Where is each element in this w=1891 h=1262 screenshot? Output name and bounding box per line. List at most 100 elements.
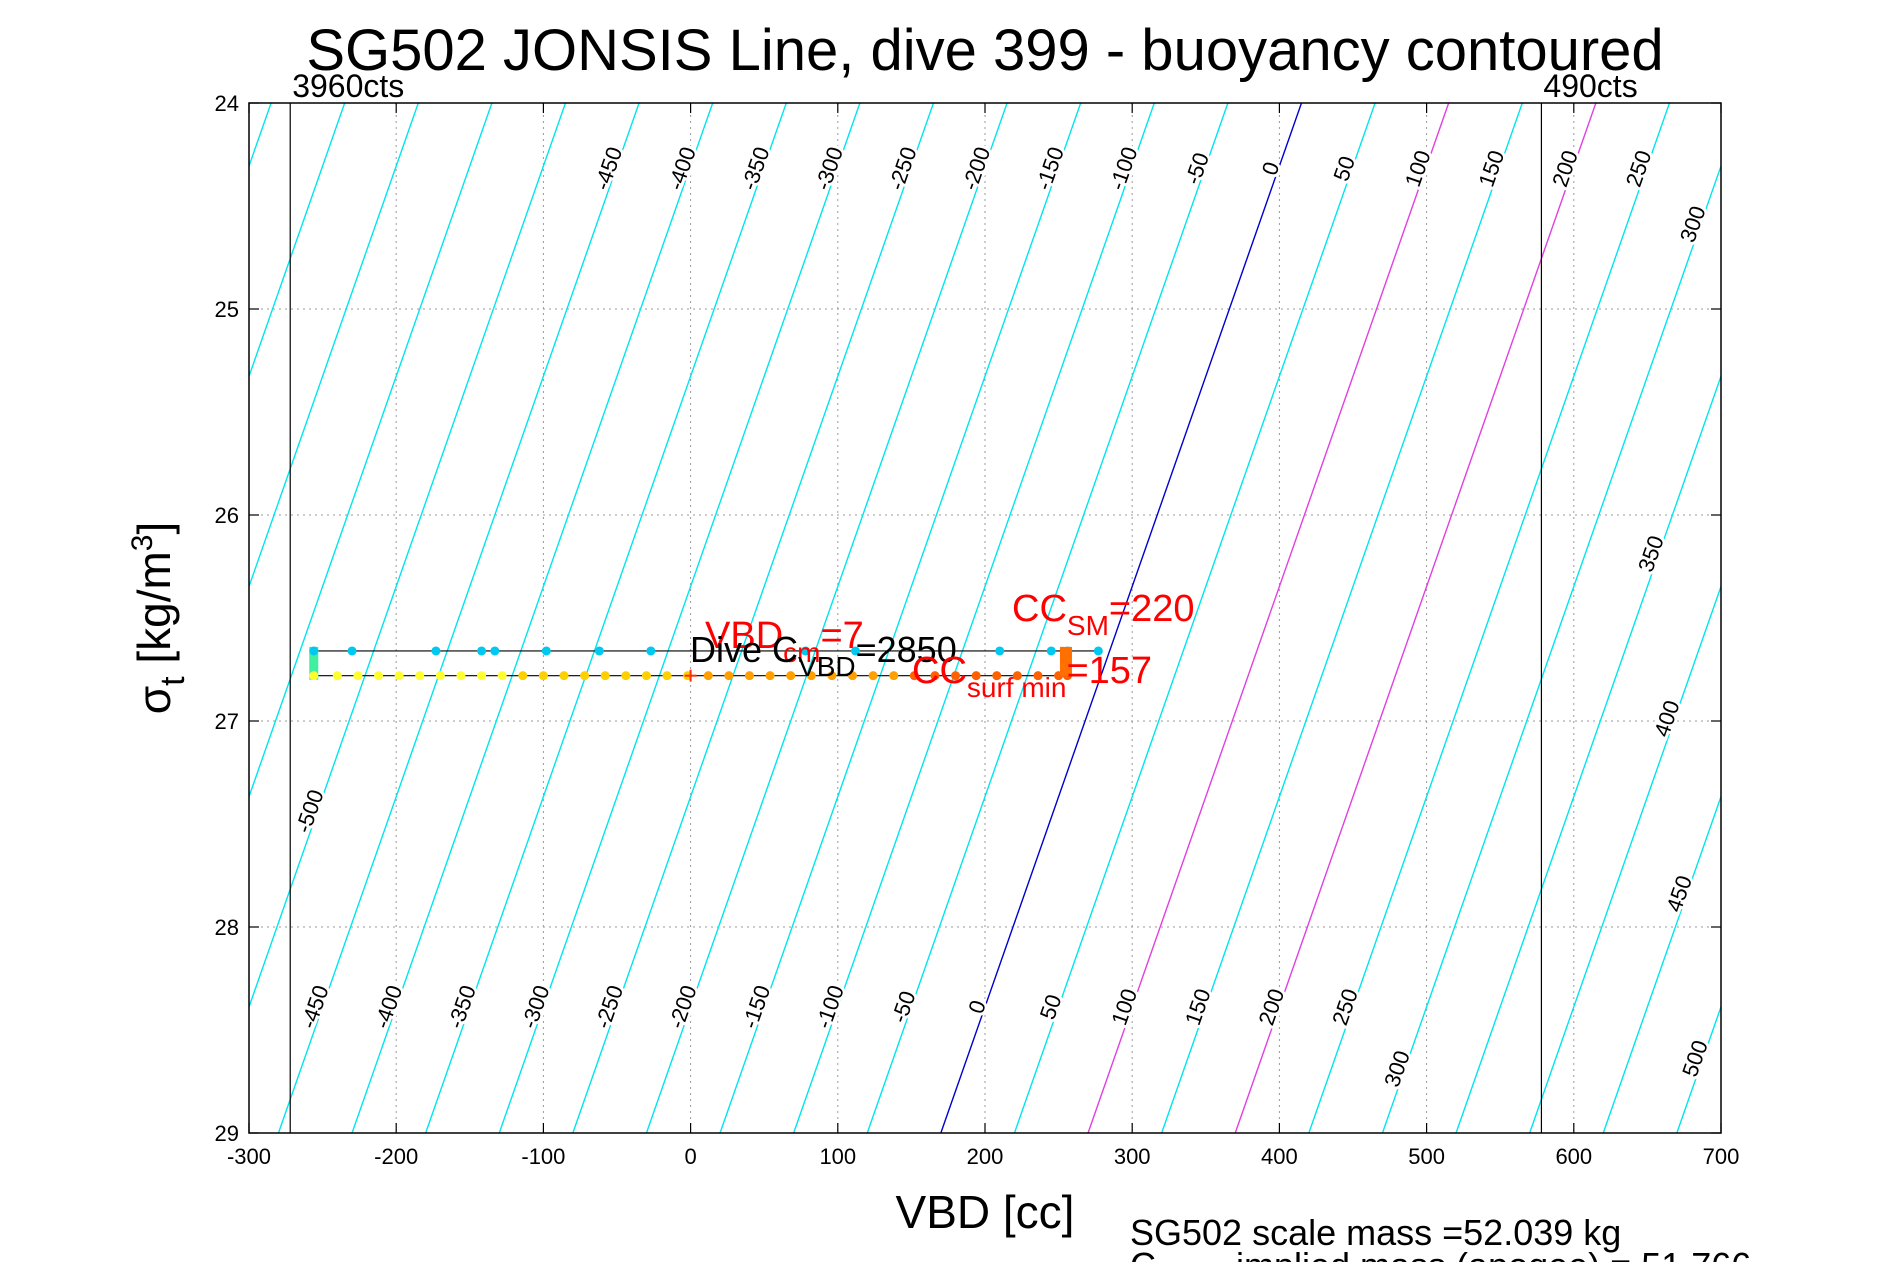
series-point [559, 671, 569, 681]
contour-label: 200 [1254, 985, 1290, 1028]
contour-line [249, 103, 419, 589]
contour-line [572, 103, 935, 1133]
contour-line [249, 103, 567, 1009]
x-tick-label: -200 [374, 1144, 418, 1169]
count-limit-label: 3960cts [292, 68, 404, 104]
data-series [309, 646, 1103, 682]
contour-line [1824, 103, 1891, 1133]
y-axis-label-sigma: σ [128, 686, 180, 714]
contour-line [277, 103, 640, 1133]
contour-line [1676, 1004, 1721, 1133]
contour-line [792, 103, 1155, 1133]
series-point [394, 671, 404, 681]
contour-label: -350 [736, 144, 774, 194]
contour-label: 200 [1547, 147, 1583, 190]
series-point [541, 646, 551, 656]
contour-line [1013, 103, 1376, 1133]
contour-labels: -450 -400 -350 -300 -250 -200 -150 -100 -50 0 50 10… [287, 141, 1715, 1094]
series-point [744, 671, 754, 681]
contour-label: 150 [1474, 147, 1510, 190]
series-point [765, 671, 775, 681]
contour-label: -450 [589, 144, 627, 194]
contour-label: -450 [296, 982, 334, 1032]
series-point [848, 671, 858, 681]
series-point [951, 671, 961, 681]
annotation-vbd-cm: VBDcm=7 [705, 615, 864, 668]
chart-title: SG502 JONSIS Line, dive 399 - buoyancy c… [306, 18, 1663, 83]
contour-label: 300 [1379, 1047, 1415, 1090]
y-tick-label: 26 [215, 503, 239, 528]
y-axis-label-sup: 3 [126, 535, 159, 552]
contour-line [249, 103, 346, 379]
y-tick-label: 28 [215, 915, 239, 940]
series-point [456, 671, 466, 681]
contour-label: -300 [810, 144, 848, 194]
contour-label: 250 [1327, 985, 1363, 1028]
contour-label: -400 [369, 982, 407, 1032]
contour-label: 450 [1661, 872, 1697, 915]
series-point [786, 671, 796, 681]
series-point [347, 646, 357, 656]
contour-line [719, 103, 1082, 1133]
series-point [580, 671, 590, 681]
series-point [995, 646, 1005, 656]
series-point [850, 646, 860, 656]
series-point [806, 671, 816, 681]
x-tick-label: 100 [819, 1144, 856, 1169]
series-point [309, 646, 319, 656]
annotation-dive-c: Dive CVBD=2850 [690, 629, 957, 682]
contour-line [940, 103, 1303, 1133]
contour-line [1308, 103, 1671, 1133]
series-point [868, 671, 878, 681]
series-point [1033, 671, 1043, 681]
contour-label: -200 [957, 144, 995, 194]
contour-line [1602, 794, 1721, 1133]
plot-frame [248, 102, 1722, 1134]
series-point [800, 646, 810, 656]
annotations: VBDcm=7 Dive CVBD=2850 CCSM=220 CCsurf m… [690, 588, 1194, 703]
y-tick-label: 27 [215, 709, 239, 734]
series-point [538, 671, 548, 681]
contour-label: -100 [1104, 144, 1142, 194]
contour-line [1750, 103, 1891, 1133]
x-tick-label: 600 [1555, 1144, 1592, 1169]
contour-label: 250 [1621, 147, 1657, 190]
series-point [621, 671, 631, 681]
contour-line [249, 103, 493, 799]
contour-label: -100 [811, 982, 849, 1032]
series-point [415, 671, 425, 681]
contour-line [866, 103, 1229, 1133]
series-point [477, 646, 487, 656]
count-limit-label: 490cts [1543, 68, 1637, 104]
series-point [332, 671, 342, 681]
y-axis-ticks: 24 25 26 27 28 29 [215, 91, 1721, 1146]
count-limit-lines: 3960cts 490cts [289, 68, 1638, 1133]
contour-label: -350 [443, 982, 481, 1032]
x-axis-label: VBD [cc] [896, 1186, 1075, 1238]
x-tick-label: -300 [227, 1144, 271, 1169]
contour-line [424, 103, 787, 1133]
contour-label: -500 [290, 786, 328, 836]
x-tick-label: 400 [1261, 1144, 1298, 1169]
x-tick-label: 700 [1703, 1144, 1740, 1169]
y-axis-label: σt [kg/m3] [126, 522, 192, 715]
contour-label: 100 [1106, 985, 1142, 1028]
contour-line [645, 103, 1008, 1133]
series-point [431, 646, 441, 656]
y-tick-label: 24 [215, 91, 239, 116]
series-point [971, 671, 981, 681]
grid-lines [249, 103, 1721, 1133]
series-point [594, 646, 604, 656]
x-tick-label: -100 [521, 1144, 565, 1169]
contour-line [1528, 584, 1721, 1133]
y-axis-label-unit: [kg/m [128, 551, 180, 676]
contour-line [1160, 103, 1523, 1133]
series-point [641, 671, 651, 681]
contour-line [351, 103, 714, 1133]
series-point [374, 671, 384, 681]
series-point [1012, 671, 1022, 681]
y-axis-label-end: ] [128, 522, 180, 535]
contour-line [498, 103, 861, 1133]
contour-lines [249, 103, 1891, 1133]
y-axis-label-sub: t [154, 676, 192, 686]
